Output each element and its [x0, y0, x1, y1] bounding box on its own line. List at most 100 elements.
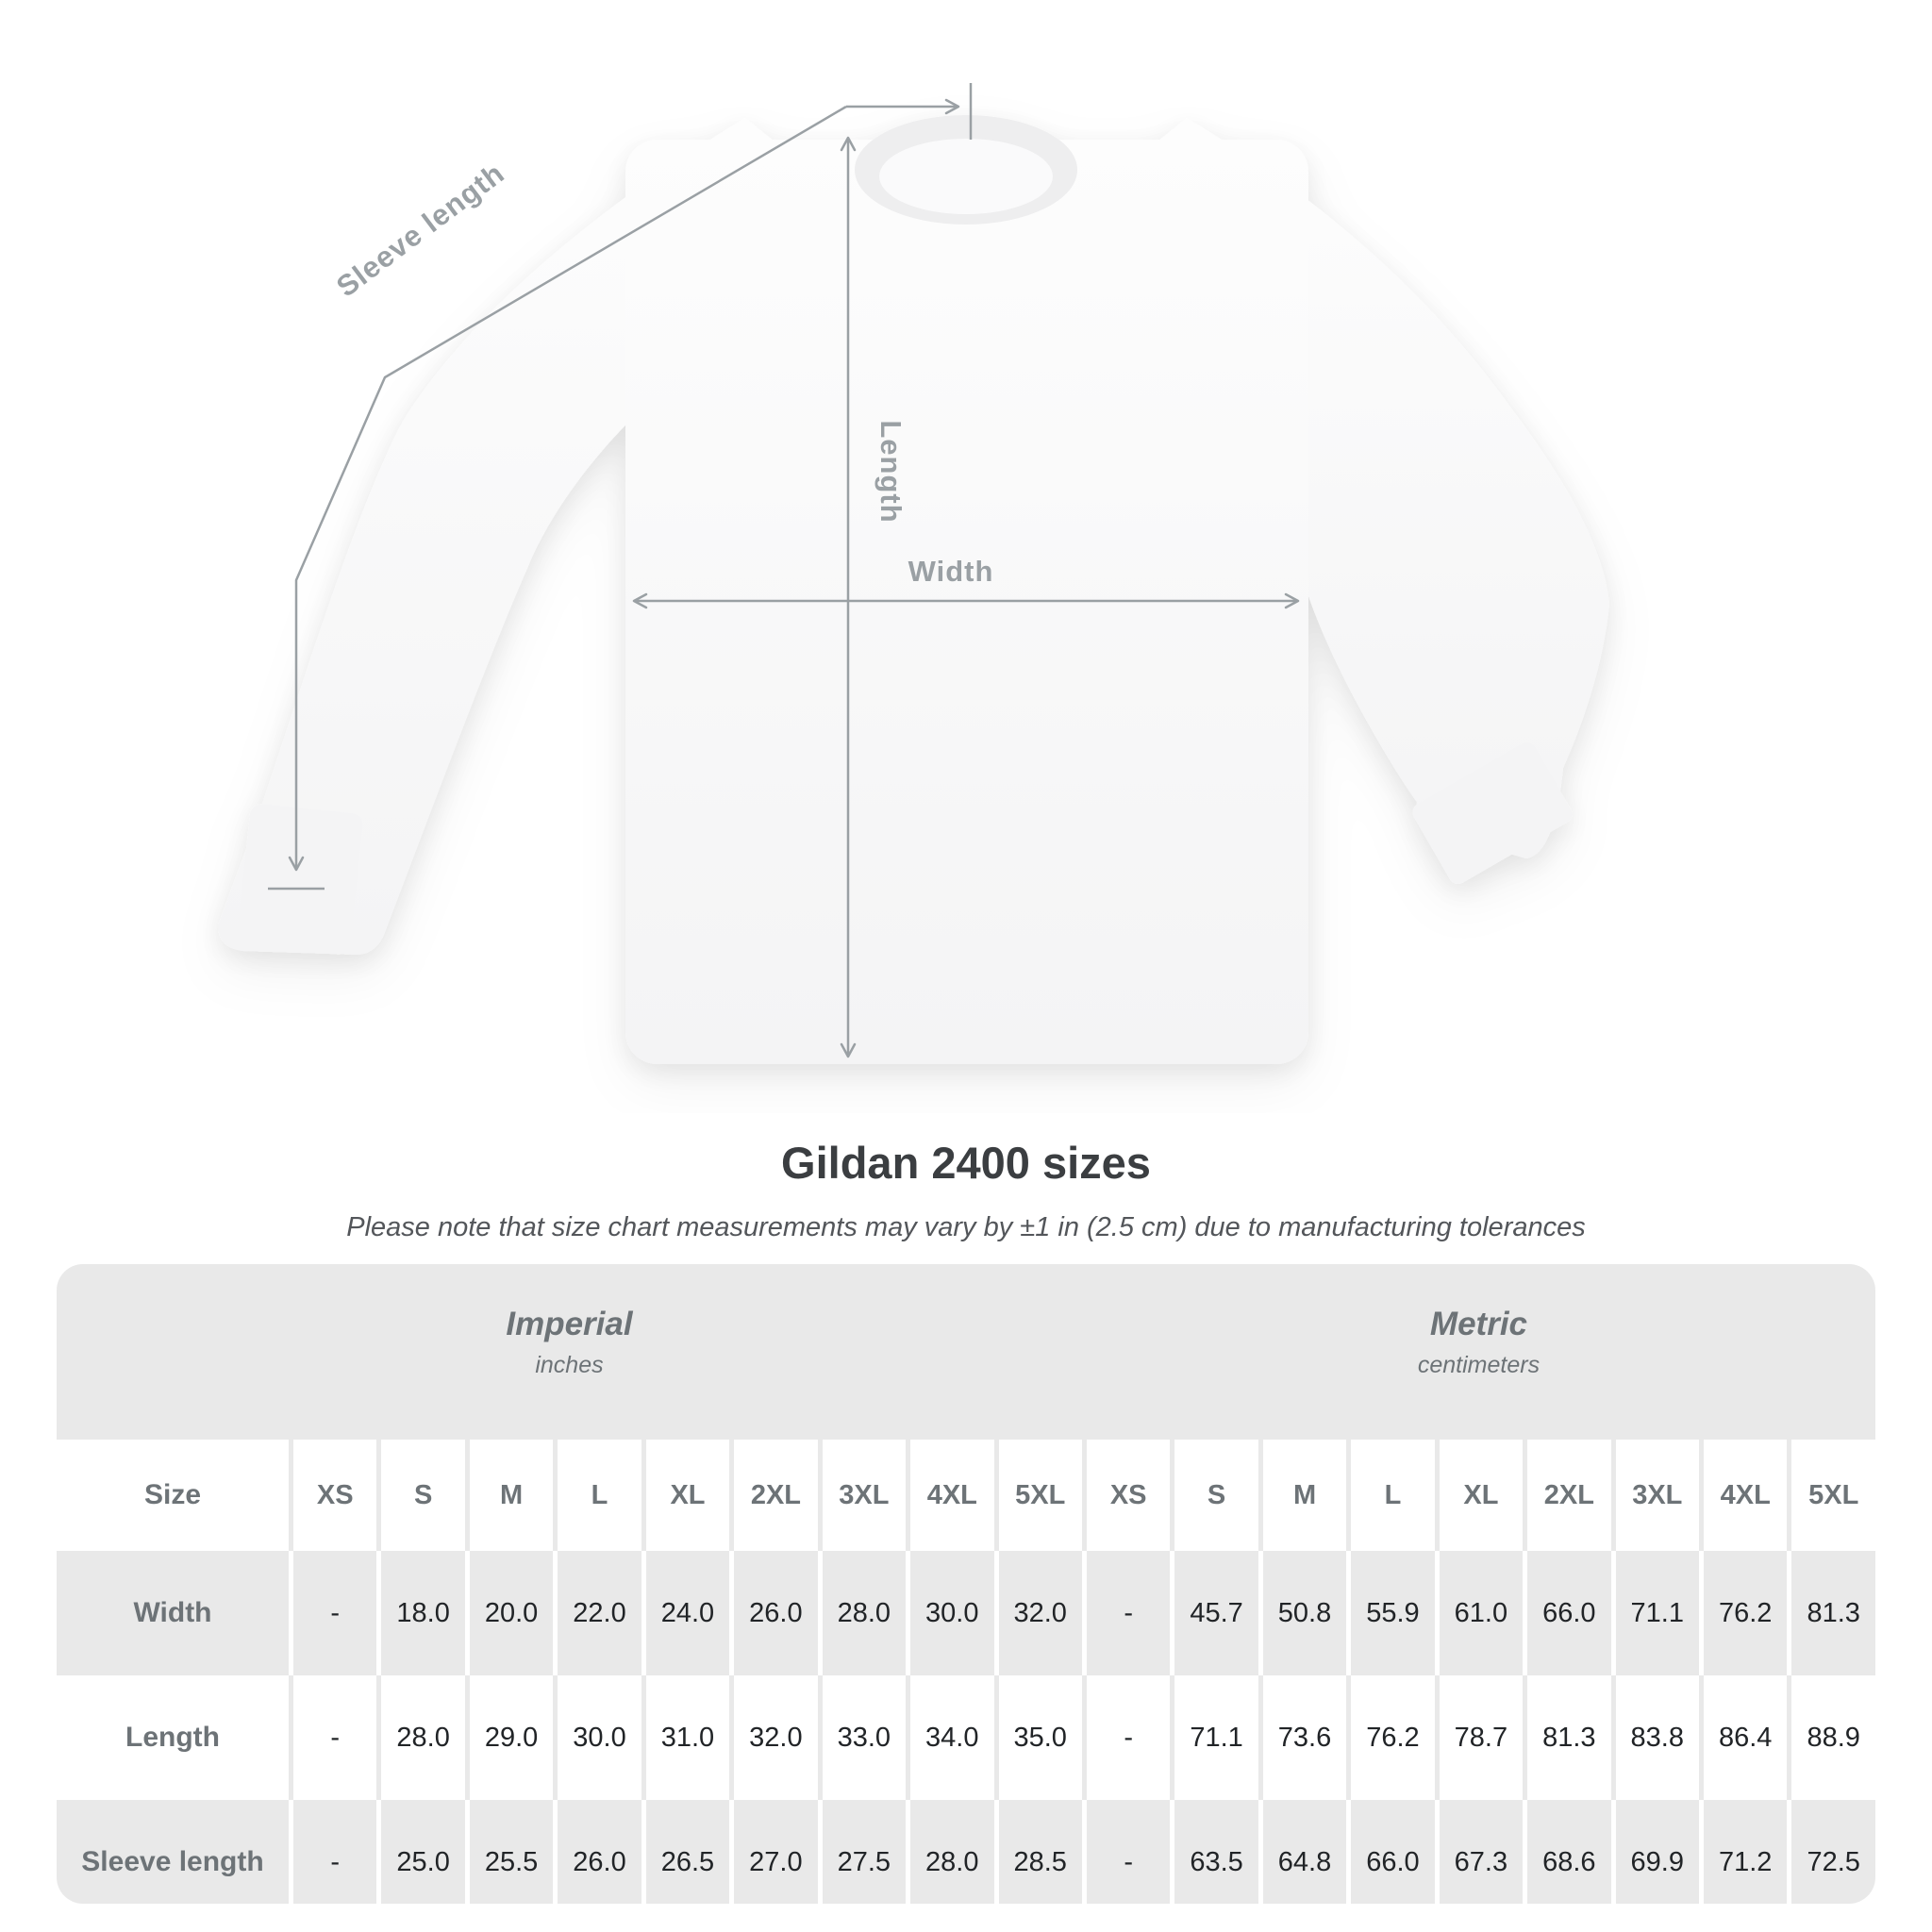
width-label: Width — [908, 555, 994, 588]
value-cell: 86.4 — [1699, 1675, 1787, 1800]
value-cell-text: 66.0 — [1542, 1597, 1596, 1628]
size-header-row: Size XS S M L XL 2XL 3XL 4XL 5XL XS S M L XL 2XL 3XL 4XL 5… — [57, 1440, 1875, 1551]
value-cell: 81.3 — [1523, 1675, 1610, 1800]
value-cell: 67.3 — [1434, 1800, 1524, 1904]
col-header-imperial-M-text: M — [500, 1479, 524, 1510]
value-cell-text: - — [1124, 1846, 1133, 1877]
value-cell: 35.0 — [993, 1675, 1082, 1800]
col-header-imperial-4XL: 4XL — [906, 1440, 993, 1551]
value-cell: 31.0 — [641, 1675, 729, 1800]
col-header-metric-2XL: 2XL — [1523, 1440, 1610, 1551]
col-header-imperial-XL: XL — [641, 1440, 729, 1551]
value-cell: 63.5 — [1170, 1800, 1258, 1904]
col-header-imperial-3XL-text: 3XL — [839, 1479, 890, 1510]
value-cell-text: 32.0 — [749, 1722, 803, 1753]
col-header-imperial-2XL: 2XL — [729, 1440, 817, 1551]
unit-group-label: Metric — [1429, 1305, 1528, 1342]
value-cell: 64.8 — [1257, 1800, 1347, 1904]
col-header-metric-XS: XS — [1081, 1440, 1170, 1551]
row-label-cell: Sleeve length — [57, 1800, 289, 1904]
value-cell: 76.2 — [1346, 1675, 1434, 1800]
value-cell-text: 68.6 — [1542, 1846, 1596, 1877]
col-header-metric-2XL-text: 2XL — [1543, 1479, 1594, 1510]
col-header-imperial-XS-text: XS — [316, 1479, 354, 1510]
length-label: Length — [874, 420, 908, 523]
value-cell: 26.5 — [641, 1800, 730, 1904]
value-cell: 29.0 — [464, 1675, 553, 1800]
value-cell-text: 20.0 — [484, 1597, 539, 1628]
col-header-metric-3XL-text: 3XL — [1632, 1479, 1683, 1510]
col-header-imperial-S-text: S — [413, 1479, 433, 1510]
value-cell: 24.0 — [641, 1551, 730, 1675]
value-cell: 26.0 — [729, 1551, 818, 1675]
value-cell: 76.2 — [1699, 1551, 1788, 1675]
value-cell-text: 30.0 — [573, 1722, 626, 1753]
value-cell: 22.0 — [553, 1551, 641, 1675]
value-cell: 71.1 — [1170, 1675, 1257, 1800]
value-cell: 55.9 — [1346, 1551, 1435, 1675]
value-cell-text: 26.0 — [749, 1597, 803, 1628]
value-cell: 72.5 — [1787, 1800, 1875, 1904]
col-header-imperial-4XL-text: 4XL — [926, 1479, 977, 1510]
unit-group-sublabel: inches — [535, 1352, 604, 1379]
value-cell: 68.6 — [1523, 1800, 1611, 1904]
value-cell-text: 81.3 — [1542, 1722, 1596, 1753]
value-cell: 28.0 — [906, 1800, 994, 1904]
value-cell-text: - — [330, 1597, 341, 1628]
value-cell: 27.0 — [729, 1800, 818, 1904]
unit-group-header-row: Imperial inches Metric centimeters — [57, 1264, 1875, 1440]
col-header-metric-S-text: S — [1207, 1479, 1226, 1510]
value-cell-text: 86.4 — [1718, 1722, 1773, 1753]
size-header-cell: Size — [57, 1440, 289, 1551]
value-cell: 20.0 — [464, 1551, 554, 1675]
row-label-cell-text: Width — [133, 1597, 212, 1628]
value-cell: 28.5 — [993, 1800, 1082, 1904]
value-cell: 28.0 — [376, 1675, 464, 1800]
row-label-cell-text: Sleeve length — [81, 1846, 264, 1877]
value-cell-text: - — [1124, 1597, 1133, 1628]
col-header-metric-M: M — [1257, 1440, 1346, 1551]
col-header-imperial-S: S — [376, 1440, 464, 1551]
value-cell: 32.0 — [729, 1675, 817, 1800]
value-cell-text: 28.0 — [396, 1722, 450, 1753]
value-cell: 26.0 — [553, 1800, 641, 1904]
value-cell-text: 67.3 — [1454, 1846, 1508, 1877]
unit-group-sublabel: centimeters — [1417, 1352, 1541, 1379]
value-cell: 69.9 — [1610, 1800, 1699, 1904]
col-header-metric-XL: XL — [1434, 1440, 1523, 1551]
value-cell: - — [1081, 1675, 1170, 1800]
value-cell: - — [289, 1551, 377, 1675]
value-cell-text: 26.0 — [573, 1846, 626, 1877]
col-header-imperial-L: L — [553, 1440, 641, 1551]
value-cell-text: 29.0 — [484, 1722, 539, 1753]
col-header-imperial-2XL-text: 2XL — [750, 1479, 801, 1510]
value-cell: 83.8 — [1610, 1675, 1699, 1800]
value-cell: 28.0 — [817, 1551, 907, 1675]
table-row: Length - 28.0 29.0 30.0 31.0 32.0 33.0 34.0 35.0 -… — [57, 1675, 1875, 1800]
unit-group-imperial: Imperial inches — [57, 1264, 1082, 1440]
value-cell: 25.0 — [376, 1800, 465, 1904]
value-cell: 32.0 — [993, 1551, 1082, 1675]
value-cell: 73.6 — [1257, 1675, 1346, 1800]
col-header-metric-4XL: 4XL — [1699, 1440, 1787, 1551]
value-cell-text: 69.9 — [1630, 1846, 1684, 1877]
value-cell: 81.3 — [1787, 1551, 1875, 1675]
col-header-imperial-5XL: 5XL — [993, 1440, 1082, 1551]
col-header-imperial-XL-text: XL — [670, 1479, 706, 1510]
value-cell-text: 64.8 — [1277, 1846, 1332, 1877]
col-header-imperial-XS: XS — [289, 1440, 376, 1551]
value-cell-text: 81.3 — [1807, 1597, 1860, 1628]
col-header-imperial-3XL: 3XL — [817, 1440, 906, 1551]
value-cell-text: 76.2 — [1718, 1597, 1773, 1628]
value-cell: 71.2 — [1699, 1800, 1788, 1904]
unit-group-metric: Metric centimeters — [1081, 1264, 1875, 1440]
value-cell: 66.0 — [1523, 1551, 1611, 1675]
value-cell-text: 50.8 — [1277, 1597, 1332, 1628]
value-cell: 30.0 — [553, 1675, 641, 1800]
value-cell: 50.8 — [1257, 1551, 1347, 1675]
col-header-metric-4XL-text: 4XL — [1720, 1479, 1771, 1510]
value-cell-text: 33.0 — [837, 1722, 891, 1753]
value-cell-text: 26.5 — [660, 1846, 715, 1877]
value-cell: 88.9 — [1787, 1675, 1875, 1800]
